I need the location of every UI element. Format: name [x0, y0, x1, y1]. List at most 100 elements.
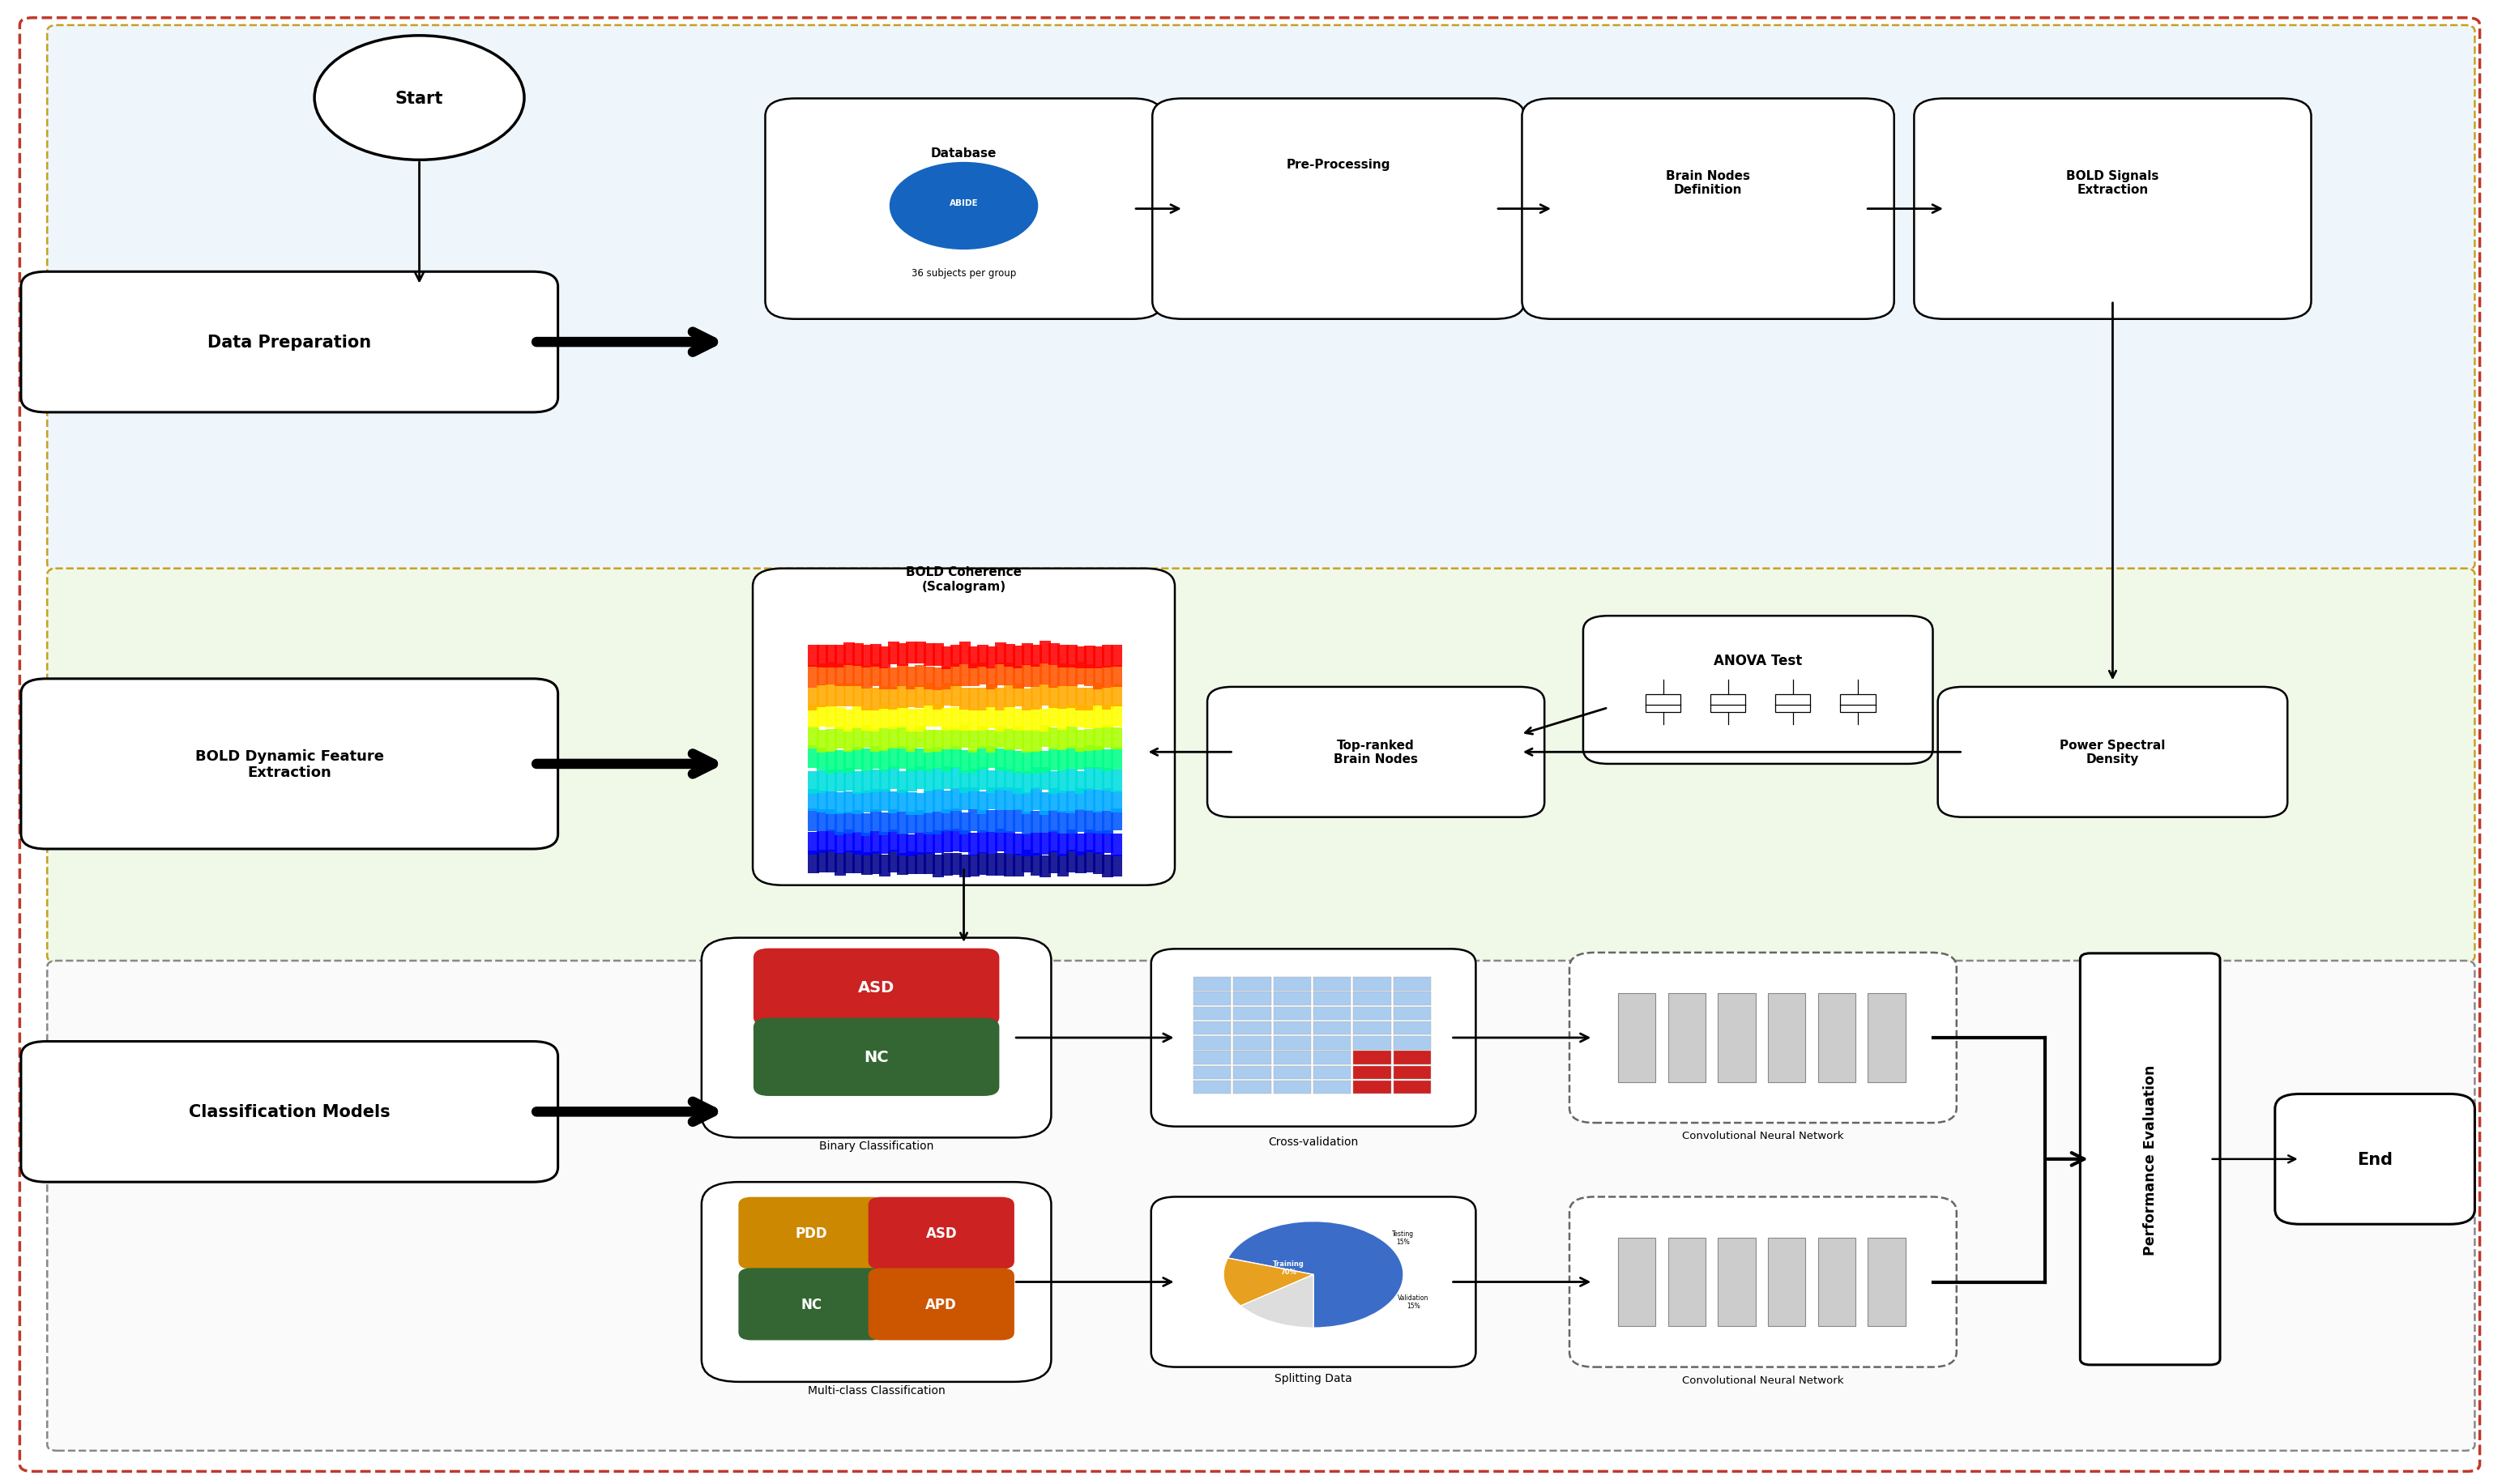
Bar: [923, 791, 936, 813]
Text: Binary Classification: Binary Classification: [818, 1140, 933, 1152]
Bar: [986, 810, 998, 833]
Bar: [1076, 647, 1086, 669]
Bar: [843, 643, 856, 665]
Bar: [916, 686, 926, 708]
Bar: [878, 833, 891, 855]
Bar: [1354, 978, 1391, 990]
Bar: [968, 708, 981, 730]
Bar: [853, 792, 863, 815]
Bar: [1274, 1051, 1311, 1064]
Bar: [978, 810, 988, 833]
Bar: [1394, 1006, 1431, 1020]
Bar: [933, 668, 943, 690]
Bar: [888, 830, 898, 852]
Bar: [826, 751, 838, 773]
FancyBboxPatch shape: [738, 1198, 883, 1269]
Text: NC: NC: [801, 1297, 823, 1312]
Bar: [853, 810, 863, 833]
Bar: [916, 852, 926, 874]
Bar: [933, 687, 943, 709]
Bar: [996, 810, 1006, 833]
FancyBboxPatch shape: [868, 1198, 1013, 1269]
Bar: [1058, 687, 1068, 709]
Bar: [978, 709, 988, 732]
Bar: [1111, 834, 1123, 856]
Bar: [1193, 1021, 1231, 1034]
Bar: [871, 770, 881, 792]
Bar: [1719, 993, 1756, 1082]
FancyBboxPatch shape: [1521, 99, 1894, 319]
Bar: [816, 686, 828, 708]
Bar: [853, 833, 863, 855]
Bar: [933, 730, 943, 752]
Bar: [968, 855, 981, 877]
Bar: [1101, 726, 1113, 748]
Bar: [996, 853, 1006, 876]
Bar: [826, 830, 838, 852]
FancyBboxPatch shape: [868, 1269, 1013, 1340]
Bar: [1048, 810, 1061, 833]
Bar: [916, 792, 926, 815]
Bar: [836, 853, 846, 876]
Bar: [1394, 1080, 1431, 1094]
Bar: [958, 689, 971, 711]
Bar: [1066, 727, 1078, 749]
Bar: [968, 809, 981, 833]
Bar: [1093, 727, 1103, 749]
Bar: [986, 770, 998, 792]
Bar: [1193, 1080, 1231, 1094]
Bar: [826, 662, 838, 684]
Bar: [1193, 1051, 1231, 1064]
Bar: [896, 853, 908, 876]
Bar: [808, 726, 818, 748]
Bar: [1354, 1036, 1391, 1049]
Bar: [986, 647, 998, 669]
FancyBboxPatch shape: [2274, 1094, 2474, 1224]
Bar: [1031, 646, 1043, 668]
FancyBboxPatch shape: [20, 1042, 558, 1183]
Bar: [1013, 810, 1023, 833]
Text: Convolutional Neural Network: Convolutional Neural Network: [1681, 1374, 1844, 1385]
Bar: [996, 663, 1006, 686]
Bar: [996, 689, 1006, 711]
Bar: [1093, 746, 1103, 769]
Text: ASD: ASD: [926, 1226, 956, 1241]
Bar: [978, 831, 988, 853]
Bar: [861, 772, 873, 794]
Bar: [1354, 1080, 1391, 1094]
Text: PDD: PDD: [796, 1226, 828, 1241]
Text: Splitting Data: Splitting Data: [1274, 1373, 1351, 1385]
Bar: [1031, 788, 1043, 810]
Bar: [1101, 788, 1113, 810]
Bar: [836, 813, 846, 835]
Bar: [906, 834, 918, 856]
Bar: [826, 684, 838, 706]
Bar: [958, 665, 971, 687]
Circle shape: [315, 36, 525, 160]
Text: Top-ranked
Brain Nodes: Top-ranked Brain Nodes: [1334, 739, 1419, 766]
Bar: [843, 812, 856, 834]
Bar: [1093, 831, 1103, 853]
Bar: [871, 663, 881, 686]
Bar: [1013, 666, 1023, 689]
Bar: [906, 852, 918, 874]
Bar: [986, 833, 998, 855]
Bar: [1076, 730, 1086, 752]
Bar: [923, 769, 936, 791]
Bar: [1314, 1021, 1351, 1034]
Bar: [888, 850, 898, 873]
Text: Power Spectral
Density: Power Spectral Density: [2059, 739, 2164, 766]
Bar: [1093, 812, 1103, 834]
Text: APD: APD: [926, 1297, 956, 1312]
Bar: [1111, 705, 1123, 727]
Bar: [1193, 1006, 1231, 1020]
Bar: [951, 789, 961, 812]
Bar: [1021, 665, 1033, 687]
Bar: [843, 709, 856, 732]
Bar: [861, 833, 873, 855]
Bar: [1031, 853, 1043, 876]
Bar: [1111, 809, 1123, 831]
Bar: [1083, 830, 1096, 852]
Bar: [1066, 812, 1078, 834]
Bar: [1101, 666, 1113, 689]
